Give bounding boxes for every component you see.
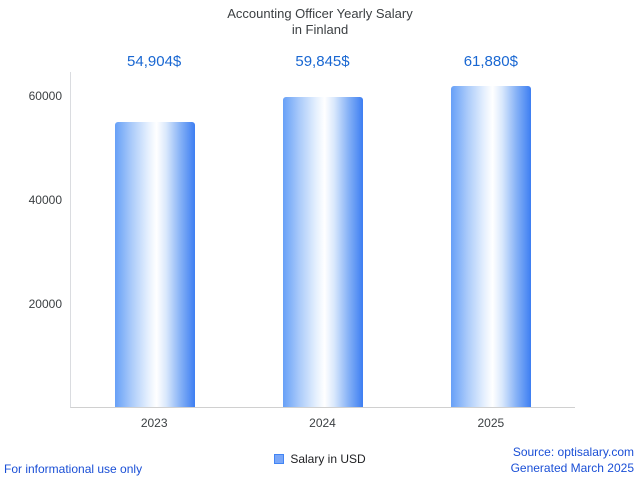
bar [451,86,531,407]
x-axis-label: 2024 [309,416,336,430]
legend-label: Salary in USD [290,452,366,466]
legend-swatch-icon [274,454,285,464]
chart-title: Accounting Officer Yearly Salary in Finl… [0,6,640,38]
x-axis-label: 2023 [140,416,168,430]
source-link[interactable]: Source: optisalary.com [512,445,634,459]
bars-container [71,72,575,407]
y-axis-ticks: 20000 40000 60000 [0,72,62,408]
x-axis-label: 2025 [477,416,505,430]
bar-slot [407,72,575,407]
chart-title-line1: Accounting Officer Yearly Salary [227,6,413,21]
bar-slot [239,72,407,407]
source-block: Source: optisalary.com Generated March 2… [511,444,634,476]
chart-title-line2: in Finland [291,22,349,37]
legend: Salary in USD [0,452,640,466]
y-tick-label: 60000 [28,88,62,103]
bar-value-labels: 54,904$ 59,845$ 61,880$ [70,53,575,70]
y-tick-label: 40000 [28,192,62,207]
bar-value-label: 54,904$ [127,53,182,70]
plot-area [70,72,575,408]
bar-value-label: 61,880$ [463,53,518,70]
bar-value-label: 59,845$ [295,53,350,70]
bar [283,96,363,407]
y-tick-label: 20000 [28,296,62,311]
disclaimer-text: For informational use only [4,462,143,476]
x-axis-labels: 2023 2024 2025 [70,416,575,430]
bar [115,122,195,407]
bar-slot [71,72,239,407]
generated-date: Generated March 2025 [510,461,634,475]
